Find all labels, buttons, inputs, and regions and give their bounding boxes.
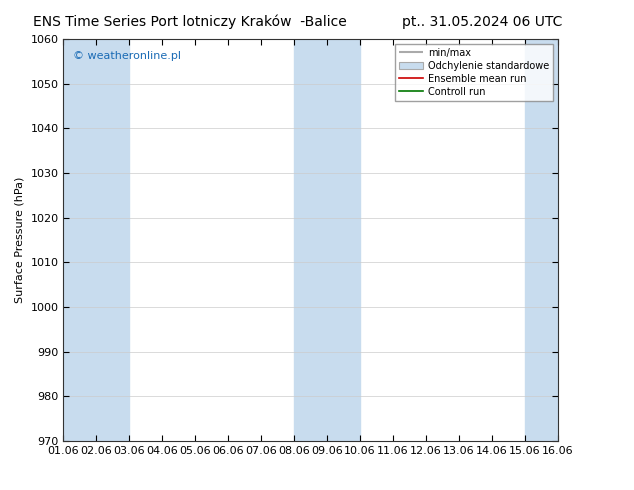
Text: © weatheronline.pl: © weatheronline.pl [74, 51, 181, 61]
Legend: min/max, Odchylenie standardowe, Ensemble mean run, Controll run: min/max, Odchylenie standardowe, Ensembl… [395, 44, 553, 100]
Bar [294, 39, 360, 441]
Text: pt.. 31.05.2024 06 UTC: pt.. 31.05.2024 06 UTC [402, 15, 562, 29]
Bar [63, 39, 129, 441]
Bar [525, 39, 558, 441]
Y-axis label: Surface Pressure (hPa): Surface Pressure (hPa) [15, 177, 25, 303]
Text: ENS Time Series Port lotniczy Kraków  -Balice: ENS Time Series Port lotniczy Kraków -Ba… [34, 15, 347, 29]
